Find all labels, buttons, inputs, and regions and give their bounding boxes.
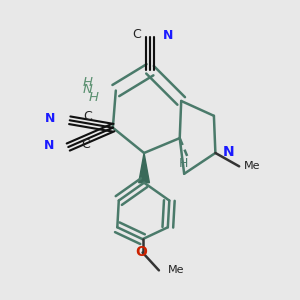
Text: Me: Me <box>168 266 184 275</box>
Polygon shape <box>139 153 149 183</box>
Text: N: N <box>223 146 234 159</box>
Text: C: C <box>83 110 92 123</box>
Text: N: N <box>44 139 54 152</box>
Text: Me: Me <box>244 161 260 171</box>
Text: N: N <box>82 82 92 96</box>
Text: H: H <box>88 91 98 103</box>
Text: C: C <box>132 28 141 40</box>
Text: N: N <box>164 29 174 42</box>
Text: H: H <box>82 76 93 89</box>
Text: H: H <box>178 157 188 170</box>
Text: C: C <box>82 138 91 151</box>
Text: N: N <box>45 112 56 125</box>
Text: O: O <box>135 245 147 259</box>
